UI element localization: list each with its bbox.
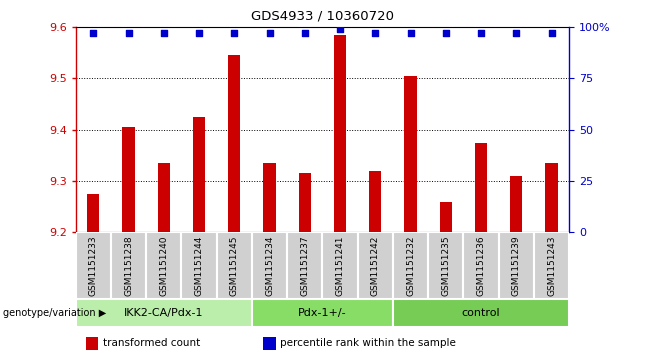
Point <box>405 30 416 36</box>
Point <box>546 30 557 36</box>
Bar <box>193 117 205 232</box>
Text: transformed count: transformed count <box>103 338 200 348</box>
Text: GSM1151242: GSM1151242 <box>371 236 380 296</box>
Point <box>335 26 345 32</box>
Bar <box>87 194 99 232</box>
Bar <box>475 143 487 232</box>
Point <box>370 30 380 36</box>
Point <box>476 30 486 36</box>
Text: GSM1151233: GSM1151233 <box>89 236 98 296</box>
Text: GSM1151243: GSM1151243 <box>547 236 556 296</box>
Text: percentile rank within the sample: percentile rank within the sample <box>280 338 457 348</box>
Bar <box>393 299 569 327</box>
Bar <box>463 232 499 299</box>
Bar <box>334 35 346 232</box>
Text: IKK2-CA/Pdx-1: IKK2-CA/Pdx-1 <box>124 308 203 318</box>
Text: control: control <box>462 308 500 318</box>
Point <box>265 30 275 36</box>
Bar <box>440 201 452 232</box>
Bar <box>499 232 534 299</box>
Bar <box>428 232 463 299</box>
Bar <box>228 56 240 232</box>
Bar <box>252 299 393 327</box>
Point <box>229 30 240 36</box>
Text: GSM1151232: GSM1151232 <box>406 236 415 296</box>
Text: GSM1151234: GSM1151234 <box>265 236 274 296</box>
Bar <box>158 163 170 232</box>
Text: GSM1151244: GSM1151244 <box>195 236 203 296</box>
Bar <box>358 232 393 299</box>
Bar <box>182 232 216 299</box>
Point <box>159 30 169 36</box>
Bar <box>393 232 428 299</box>
Bar <box>146 232 182 299</box>
Bar <box>545 163 558 232</box>
Bar <box>263 163 276 232</box>
Text: GSM1151238: GSM1151238 <box>124 236 133 296</box>
Bar <box>86 337 98 350</box>
Point <box>511 30 522 36</box>
Bar <box>299 174 311 232</box>
Text: GSM1151241: GSM1151241 <box>336 236 345 296</box>
Bar <box>216 232 252 299</box>
Bar <box>510 176 522 232</box>
Text: GSM1151236: GSM1151236 <box>476 236 486 296</box>
Point <box>88 30 99 36</box>
Text: genotype/variation ▶: genotype/variation ▶ <box>3 308 107 318</box>
Bar <box>122 127 135 232</box>
Bar <box>322 232 358 299</box>
Point <box>440 30 451 36</box>
Text: GSM1151240: GSM1151240 <box>159 236 168 296</box>
Bar <box>111 232 146 299</box>
Bar <box>287 232 322 299</box>
Point <box>299 30 310 36</box>
Text: GDS4933 / 10360720: GDS4933 / 10360720 <box>251 9 394 22</box>
Bar <box>369 171 382 232</box>
Text: GSM1151245: GSM1151245 <box>230 236 239 296</box>
Text: GSM1151239: GSM1151239 <box>512 236 520 296</box>
Bar <box>76 299 252 327</box>
Bar <box>263 337 276 350</box>
Bar <box>405 76 417 232</box>
Bar <box>534 232 569 299</box>
Point <box>193 30 204 36</box>
Bar <box>252 232 287 299</box>
Point <box>123 30 134 36</box>
Text: GSM1151235: GSM1151235 <box>442 236 450 296</box>
Text: GSM1151237: GSM1151237 <box>300 236 309 296</box>
Bar <box>76 232 111 299</box>
Text: Pdx-1+/-: Pdx-1+/- <box>298 308 347 318</box>
